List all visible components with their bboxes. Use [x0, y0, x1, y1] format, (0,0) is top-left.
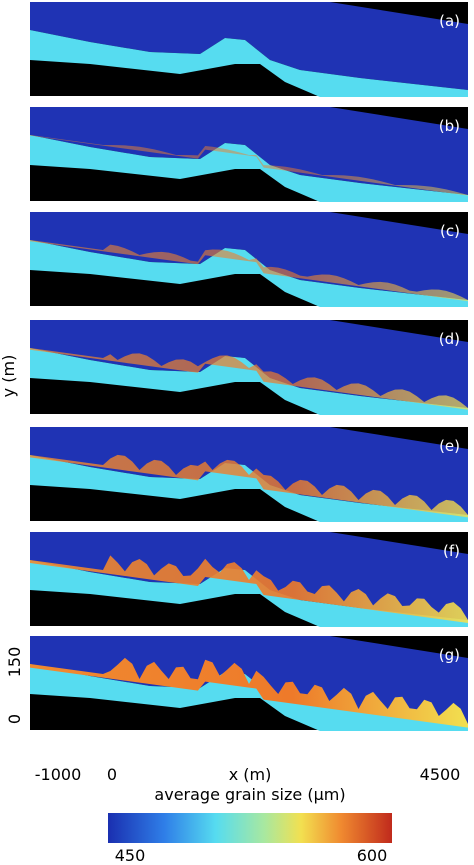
coarse-deposit — [30, 451, 468, 518]
water — [30, 2, 468, 90]
x-axis-label: x (m) — [229, 765, 272, 784]
panel: (d) — [30, 320, 468, 415]
panel-label: (b) — [439, 117, 460, 135]
colorbar-max: 600 — [357, 846, 388, 865]
coarse-deposit — [30, 345, 468, 410]
panel-label: (e) — [439, 437, 460, 455]
sediment-layer — [30, 560, 468, 627]
panel-label: (g) — [439, 646, 460, 664]
panel: (a) — [30, 2, 468, 97]
panel: (g) — [30, 636, 468, 731]
panel: (b) — [30, 107, 468, 202]
water — [30, 427, 468, 515]
colorbar-min: 450 — [115, 846, 146, 865]
x-tick-label: 4500 — [420, 765, 461, 784]
panel: (f) — [30, 532, 468, 627]
water — [30, 212, 468, 300]
sediment-layer — [30, 135, 468, 202]
y-tick-label: 150 — [5, 647, 24, 678]
water — [30, 107, 468, 195]
panel: (e) — [30, 427, 468, 522]
coarse-deposit — [30, 657, 468, 728]
panel-label: (f) — [443, 542, 460, 560]
panel-label: (d) — [439, 330, 460, 348]
colorbar — [108, 813, 392, 843]
coarse-deposit — [30, 555, 468, 623]
y-tick-label: 0 — [5, 714, 24, 724]
x-tick-label: -1000 — [35, 765, 82, 784]
coarse-deposit — [30, 134, 468, 196]
sediment-layer — [30, 348, 468, 415]
panel-label: (c) — [440, 222, 460, 240]
sediment-layer — [30, 664, 468, 731]
sediment-layer — [30, 30, 468, 97]
coarse-deposit — [30, 238, 468, 302]
panel-label: (a) — [439, 12, 460, 30]
panel: (c) — [30, 212, 468, 307]
y-axis-label: y (m) — [0, 355, 18, 398]
water — [30, 636, 468, 724]
x-tick-label: 0 — [107, 765, 117, 784]
sediment-layer — [30, 240, 468, 307]
colorbar-title: average grain size (μm) — [154, 785, 345, 804]
sediment-layer — [30, 455, 468, 522]
